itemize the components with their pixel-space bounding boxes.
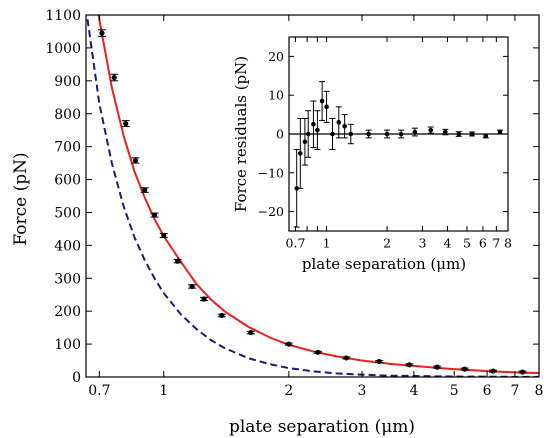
inset-x-tick-label: 6 [479,236,487,251]
inset-data-point [311,122,316,127]
main-data-point [132,157,139,164]
main-data-point [175,258,181,264]
main-data-point [406,362,412,368]
inset-y-tick-label: −20 [258,204,284,219]
main-x-tick-label: 0.7 [88,383,110,399]
main-data-point [189,283,195,290]
main-x-axis-title: plate separation (μm) [229,417,415,437]
main-data-point [248,329,254,336]
main-data-point [286,341,292,347]
inset-plot-area [289,81,508,228]
main-x-tick-label: 4 [409,383,418,399]
main-y-tick-label: 800 [54,107,81,123]
main-y-tick-label: 500 [54,205,81,221]
main-data-point [123,121,129,127]
inset-data-point [342,123,347,129]
inset-data-point [428,127,434,133]
main-data-point [111,74,117,81]
main-data-point [99,30,105,36]
main-y-tick-label: 700 [54,140,81,156]
inset-data-point [483,133,489,139]
inset-x-tick-label: 4 [444,236,452,251]
main-y-tick-label: 300 [54,271,81,287]
inset-x-tick-label: 5 [463,236,471,251]
inset-x-tick-label: 7 [492,236,500,251]
inset-data-point [348,131,354,137]
inset-data-point [305,131,311,137]
main-series-2-dashed-line [86,15,539,377]
inset-chart: −20 −10 0 10 20 0.7 1 2 3 4 5 6 7 8 [258,36,512,251]
main-y-axis-title: Force (pN) [11,152,31,245]
main-y-tick-label: 900 [54,74,81,90]
inset-data-point [294,186,300,191]
inset-x-tick-label: 3 [418,236,426,251]
main-x-tick-label: 1 [159,383,168,399]
inset-data-point [298,151,303,156]
inset-y-axis-title: Force residuals (pN) [232,56,250,212]
main-data-point [490,368,496,374]
main-y-tick-label: 600 [54,173,81,189]
inset-data-point [398,131,404,137]
main-x-tick-label: 3 [358,383,367,399]
inset-data-point [384,131,390,137]
inset-x-tick-label: 8 [504,236,512,251]
inset-x-axis-title: plate separation (μm) [302,255,466,273]
main-x-tick-label: 6 [483,383,492,399]
inset-data-point [302,139,308,145]
main-y-tick-label: 0 [72,370,81,386]
main-data-point [434,364,440,370]
inset-data-point [319,98,325,104]
main-x-tick-label: 7 [510,383,519,399]
inset-y-tick-label: 0 [276,127,284,142]
main-data-point [161,232,167,239]
inset-data-point [330,131,335,137]
main-x-tick-label: 8 [535,383,544,399]
inset-y-tick-label: 10 [268,88,284,103]
main-data-point [462,366,468,372]
main-y-tick-label: 100 [54,337,81,353]
inset-y-tick-label: −10 [258,165,284,180]
inset-data-point [315,127,320,133]
main-x-tick-label: 5 [450,383,459,399]
main-data-point [343,355,349,361]
main-x-tick-label: 2 [284,383,293,399]
inset-data-point [324,104,329,110]
main-plot-area [86,15,539,377]
inset-data-point [469,131,475,137]
inset-data-point [412,129,418,135]
inset-data-point [497,129,503,135]
main-data-point [142,187,148,193]
main-y-tick-label: 1100 [45,8,81,24]
main-y-tick-label: 1000 [45,41,81,57]
main-series-1-solid-line [97,15,539,375]
main-data-point [201,296,207,302]
main-data-point [315,349,321,355]
inset-data-point [443,129,448,135]
inset-data-point [336,120,342,125]
inset-data-point [456,131,462,137]
main-y-tick-label: 200 [54,304,81,320]
main-data-point [376,358,382,365]
main-y-tick-label: 400 [54,238,81,254]
inset-x-tick-label: 1 [323,236,331,251]
main-data-point [219,312,225,319]
main-frame [85,14,540,378]
inset-data-point [366,131,371,137]
inset-x-tick-label: 0.7 [286,236,306,251]
inset-y-tick-label: 20 [268,49,284,64]
main-data-point [519,369,526,375]
main-data-point [151,212,158,218]
inset-x-tick-label: 2 [383,236,391,251]
